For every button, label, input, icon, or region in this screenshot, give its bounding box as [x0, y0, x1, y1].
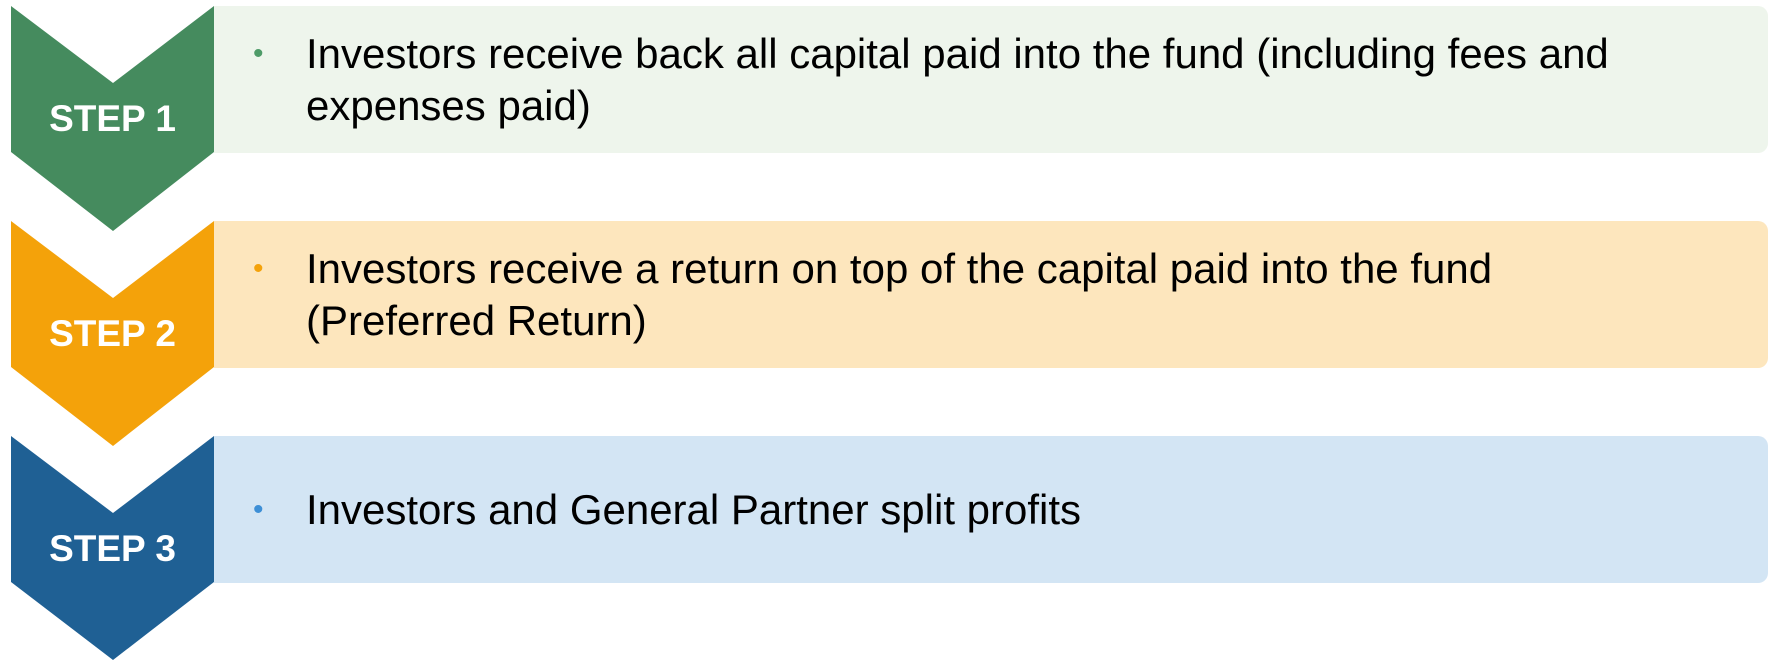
step-box	[214, 6, 1768, 153]
step-label: STEP 3	[49, 528, 176, 569]
chevron	[11, 436, 214, 660]
bullet: •	[253, 252, 264, 285]
bullet: •	[253, 493, 264, 526]
step-label: STEP 2	[49, 313, 176, 354]
step-text: Investors receive a return on top of the…	[306, 243, 1492, 347]
text-line: Investors receive back all capital paid …	[306, 30, 1609, 77]
step-box	[214, 221, 1768, 368]
text-line: expenses paid)	[306, 82, 591, 129]
step-text: Investors receive back all capital paid …	[306, 28, 1609, 132]
text-line: (Preferred Return)	[306, 297, 647, 344]
bullet: •	[253, 37, 264, 70]
text-line: Investors and General Partner split prof…	[306, 486, 1082, 533]
chevron	[11, 6, 214, 231]
text-line: Investors receive a return on top of the…	[306, 245, 1493, 292]
step-label: STEP 1	[49, 98, 176, 139]
step-box	[214, 436, 1768, 583]
step-text: Investors and General Partner split prof…	[306, 484, 1081, 536]
chevron	[11, 221, 214, 446]
